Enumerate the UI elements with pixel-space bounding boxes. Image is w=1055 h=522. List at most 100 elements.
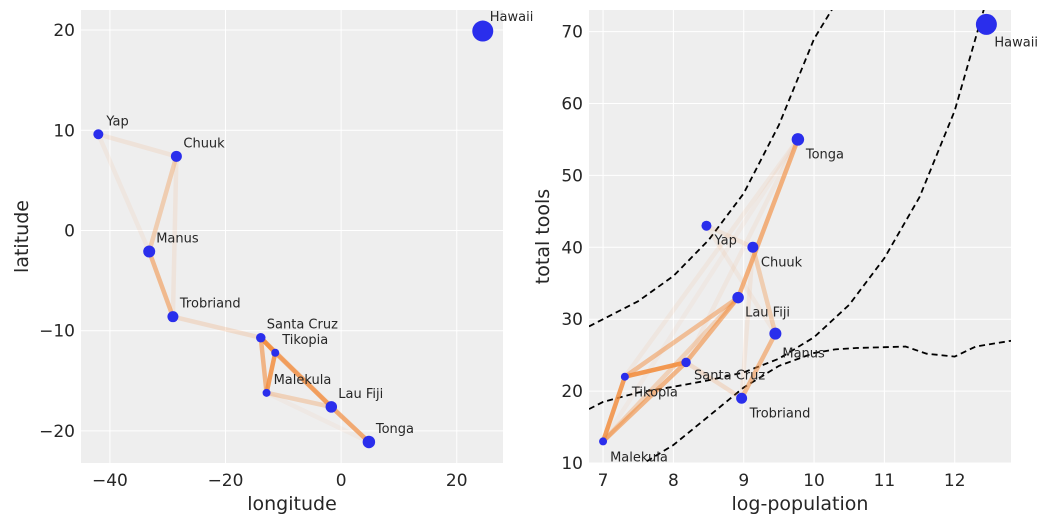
point-chuuk [747,241,759,253]
label-tikopia: Tikopia [281,333,328,348]
y-tick-label: 10 [561,454,583,474]
x-axis-label: longitude [247,493,337,515]
interval-curve-2 [642,339,1011,463]
y-tick-label: 10 [53,121,75,141]
edge-tikopia-tonga [622,137,801,379]
point-lau-fiji [732,291,744,304]
label-malekula: Malekula [274,373,332,388]
point-trobriand [167,311,179,323]
y-tick-label: 0 [64,221,75,241]
edge-lau-fiji-tonga [735,137,801,300]
label-trobriand: Trobriand [179,297,241,312]
interval-curve-1 [589,10,985,410]
label-santa-cruz: Santa Cruz [694,368,765,383]
edge-santa-cruz-tonga [258,335,372,445]
edge-malekula-santa-cruz [600,360,689,444]
point-malekula [262,388,271,397]
label-malekula: Malekula [610,450,668,465]
point-trobriand [736,392,748,404]
label-lau-fiji: Lau Fiji [338,387,383,402]
label-chuuk: Chuuk [761,255,803,270]
x-tick-label: 12 [944,471,966,491]
x-tick-label: −40 [92,471,128,491]
edge-malekula-tikopia [600,374,628,444]
point-manus [769,327,782,340]
x-tick-label: 9 [738,471,749,491]
edge-tikopia-santa-cruz [622,360,689,379]
edge-santa-cruz-lau-fiji [683,295,741,365]
edge-malekula-lau-fiji [264,390,334,410]
label-manus: Manus [782,347,825,362]
x-axis-label: log-population [732,493,869,515]
edge-santa-cruz-trobriand [683,360,744,401]
edge-tikopia-tonga [272,350,372,445]
tools-panel: Malekula Tikopia Santa Cruz Yap Lau Fiji Trob… [532,10,1038,515]
label-chuuk: Chuuk [183,136,225,151]
label-manus: Manus [156,232,199,247]
point-tikopia [620,372,629,381]
point-santa-cruz [681,357,691,368]
label-tikopia: Tikopia [631,386,678,401]
plot-area [81,10,503,463]
x-tick-label: 11 [874,471,896,491]
y-tick-label: 50 [561,166,583,186]
edge-malekula-tonga [600,137,801,444]
point-manus [143,245,156,258]
label-santa-cruz: Santa Cruz [267,318,338,333]
y-tick-label: −10 [39,322,75,342]
point-malekula [599,437,608,446]
edge-malekula-santa-cruz [258,335,269,396]
y-axis-label: total tools [532,189,554,284]
point-yap [93,129,104,140]
point-yap [701,220,712,231]
label-hawaii: Hawaii [490,10,534,25]
edge-trobriand-manus [146,249,176,319]
x-tick-label: 10 [803,471,825,491]
edge-manus-chuuk [146,154,179,254]
point-chuuk [170,150,182,162]
point-tikopia [271,348,280,357]
label-tonga: Tonga [805,147,844,162]
x-tick-label: 0 [336,471,347,491]
edge-santa-cruz-tonga [683,137,801,365]
y-tick-label: 70 [561,23,583,43]
point-tonga [791,133,805,146]
edge-manus-yap [704,223,778,336]
x-tick-label: 20 [446,471,468,491]
x-tick-label: 7 [598,471,609,491]
y-tick-label: 20 [561,382,583,402]
edge-malekula-tonga [264,390,372,445]
label-tonga: Tonga [375,422,414,437]
edge-trobriand-manus [739,331,778,401]
edge-chuuk-yap [704,223,756,250]
point-santa-cruz [256,332,266,343]
label-yap: Yap [713,234,736,249]
edge-trobriand-chuuk [739,245,756,401]
y-tick-label: 30 [561,310,583,330]
point-lau-fiji [325,401,338,413]
point-hawaii [975,13,997,35]
label-lau-fiji: Lau Fiji [745,306,790,321]
edge-lau-fiji-tonga [329,404,372,445]
label-yap: Yap [105,114,128,129]
edge-tikopia-lau-fiji [622,295,741,379]
edge-chuuk-yap [96,132,179,159]
edge-malekula-lau-fiji [600,295,741,444]
y-tick-label: 20 [53,21,75,41]
y-tick-label: 60 [561,94,583,114]
edge-manus-yap [96,132,152,254]
y-axis-label: latitude [11,200,33,273]
edge-manus-chuuk [750,245,778,336]
y-tick-label: 40 [561,238,583,258]
point-hawaii [472,20,494,42]
label-hawaii: Hawaii [994,35,1038,50]
label-trobriand: Trobriand [749,406,811,421]
point-tonga [362,435,376,449]
edge-trobriand-chuuk [170,154,179,319]
x-tick-label: 8 [668,471,679,491]
y-tick-label: −20 [39,422,75,442]
edge-tikopia-lau-fiji [272,350,334,410]
edge-santa-cruz-trobriand [170,314,264,340]
